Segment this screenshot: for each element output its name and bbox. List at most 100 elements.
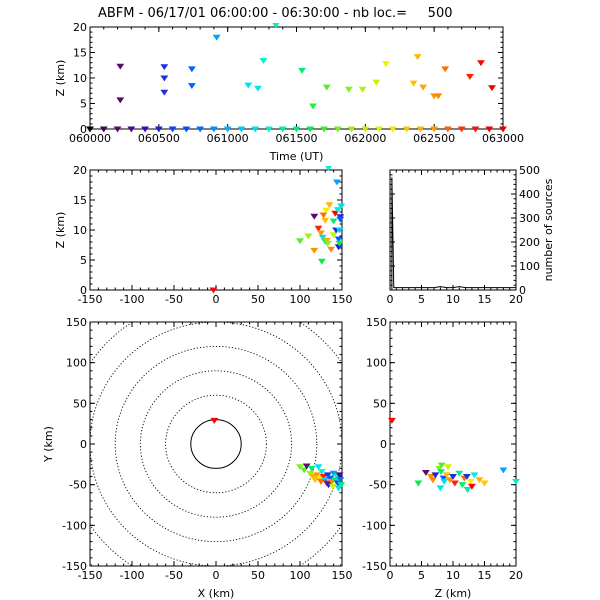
data-point (318, 234, 327, 241)
data-point (321, 217, 330, 224)
data-point (440, 478, 449, 485)
y-tick-label: 50 (373, 397, 387, 410)
x-tick-label: 50 (251, 293, 265, 306)
y-tick-label: 10 (73, 224, 87, 237)
x-tick-label: 150 (332, 293, 353, 306)
range-ring (90, 322, 342, 566)
data-point (182, 126, 191, 133)
data-point (251, 126, 260, 133)
data-point (450, 480, 459, 487)
data-point (317, 469, 326, 476)
plan_view-frame (89, 321, 343, 567)
data-point (466, 73, 474, 80)
data-point (306, 470, 315, 477)
data-point (467, 483, 476, 490)
y-tick-label: 15 (73, 47, 87, 60)
data-point (466, 478, 475, 485)
data-point (321, 477, 330, 484)
data-point (499, 467, 508, 474)
y-tick-label: -50 (369, 479, 387, 492)
y-tick-label: -100 (62, 519, 87, 532)
y-tick-label: 5 (80, 254, 87, 267)
data-point (323, 240, 332, 247)
data-point (160, 89, 169, 96)
data-point (160, 75, 169, 82)
data-point (237, 126, 246, 133)
x-tick-label: 060500 (138, 132, 180, 145)
y-tick-label: 0 (519, 284, 526, 297)
data-point (436, 485, 445, 492)
data-point (307, 465, 316, 472)
data-point (512, 478, 520, 485)
y-tick-label: 15 (73, 194, 87, 207)
data-point (244, 82, 253, 89)
y-tick-label: 20 (73, 21, 87, 34)
y-tick-label: -150 (362, 560, 387, 573)
data-point (320, 126, 328, 133)
x-tick-label: 5 (418, 293, 425, 306)
data-point (414, 480, 423, 487)
data-point (209, 287, 218, 294)
x-tick-label: 062000 (344, 132, 386, 145)
x-tick-label: 100 (290, 293, 311, 306)
x-tick-label: 063000 (482, 132, 524, 145)
data-point (196, 126, 205, 133)
data-point (331, 210, 340, 217)
data-point (326, 475, 335, 482)
data-point (292, 126, 301, 133)
data-point (322, 84, 331, 91)
x-tick-label: 20 (509, 293, 523, 306)
y-tick-label: 5 (80, 98, 87, 111)
range-ring (114, 345, 318, 543)
data-point (209, 126, 218, 133)
height_histogram-frame (389, 169, 517, 291)
data-point (278, 126, 287, 133)
x-tick-label: -50 (165, 569, 183, 582)
data-point (449, 474, 457, 480)
data-point (212, 34, 221, 41)
x_height-y-axis-title: Z (km) (54, 212, 67, 249)
data-point (223, 126, 232, 133)
data-point (419, 84, 428, 91)
y-tick-label: 100 (66, 357, 87, 370)
plan_view-panel: -150 -100 -50 0 50 100 150 -150 -100 -50 0 50 100 150… (42, 316, 353, 600)
data-point (457, 126, 466, 133)
data-point (463, 487, 472, 493)
height_y-frame (389, 321, 517, 567)
data-point (430, 126, 439, 133)
data-point (337, 203, 346, 210)
data-point (310, 247, 319, 254)
data-point (272, 23, 280, 29)
y-tick-label: 300 (519, 212, 540, 225)
y-tick-label: 100 (366, 357, 387, 370)
data-point (416, 126, 425, 133)
data-point (333, 126, 342, 133)
data-point (86, 126, 94, 133)
data-point (329, 470, 338, 477)
x_height-panel: -150 -100 -50 0 50 100 150 0 5 10 15 20 Z (km) (54, 164, 353, 306)
x_height-points (209, 166, 346, 294)
y-tick-label: 150 (366, 316, 387, 329)
data-point (361, 126, 370, 133)
data-point (372, 79, 381, 86)
data-point (439, 475, 448, 482)
height_y-panel: 0 5 10 15 20 -150 -100 -50 0 50 100 150 Z (km) (362, 316, 523, 600)
y-tick-label: 50 (73, 397, 87, 410)
x-tick-label: 100 (290, 569, 311, 582)
x-tick-label: 0 (213, 293, 220, 306)
y-tick-label: 0 (80, 284, 87, 297)
histogram-line (390, 177, 516, 291)
y-tick-label: 200 (519, 236, 540, 249)
data-point (319, 212, 328, 219)
data-point (296, 464, 304, 471)
data-point (458, 482, 467, 489)
x-tick-label: -100 (120, 569, 145, 582)
data-point (334, 244, 343, 251)
data-point (337, 482, 346, 489)
x-tick-label: 10 (446, 569, 460, 582)
data-point (325, 202, 334, 209)
x-tick-label: -100 (120, 293, 145, 306)
data-point (314, 464, 323, 471)
data-point (187, 66, 196, 73)
